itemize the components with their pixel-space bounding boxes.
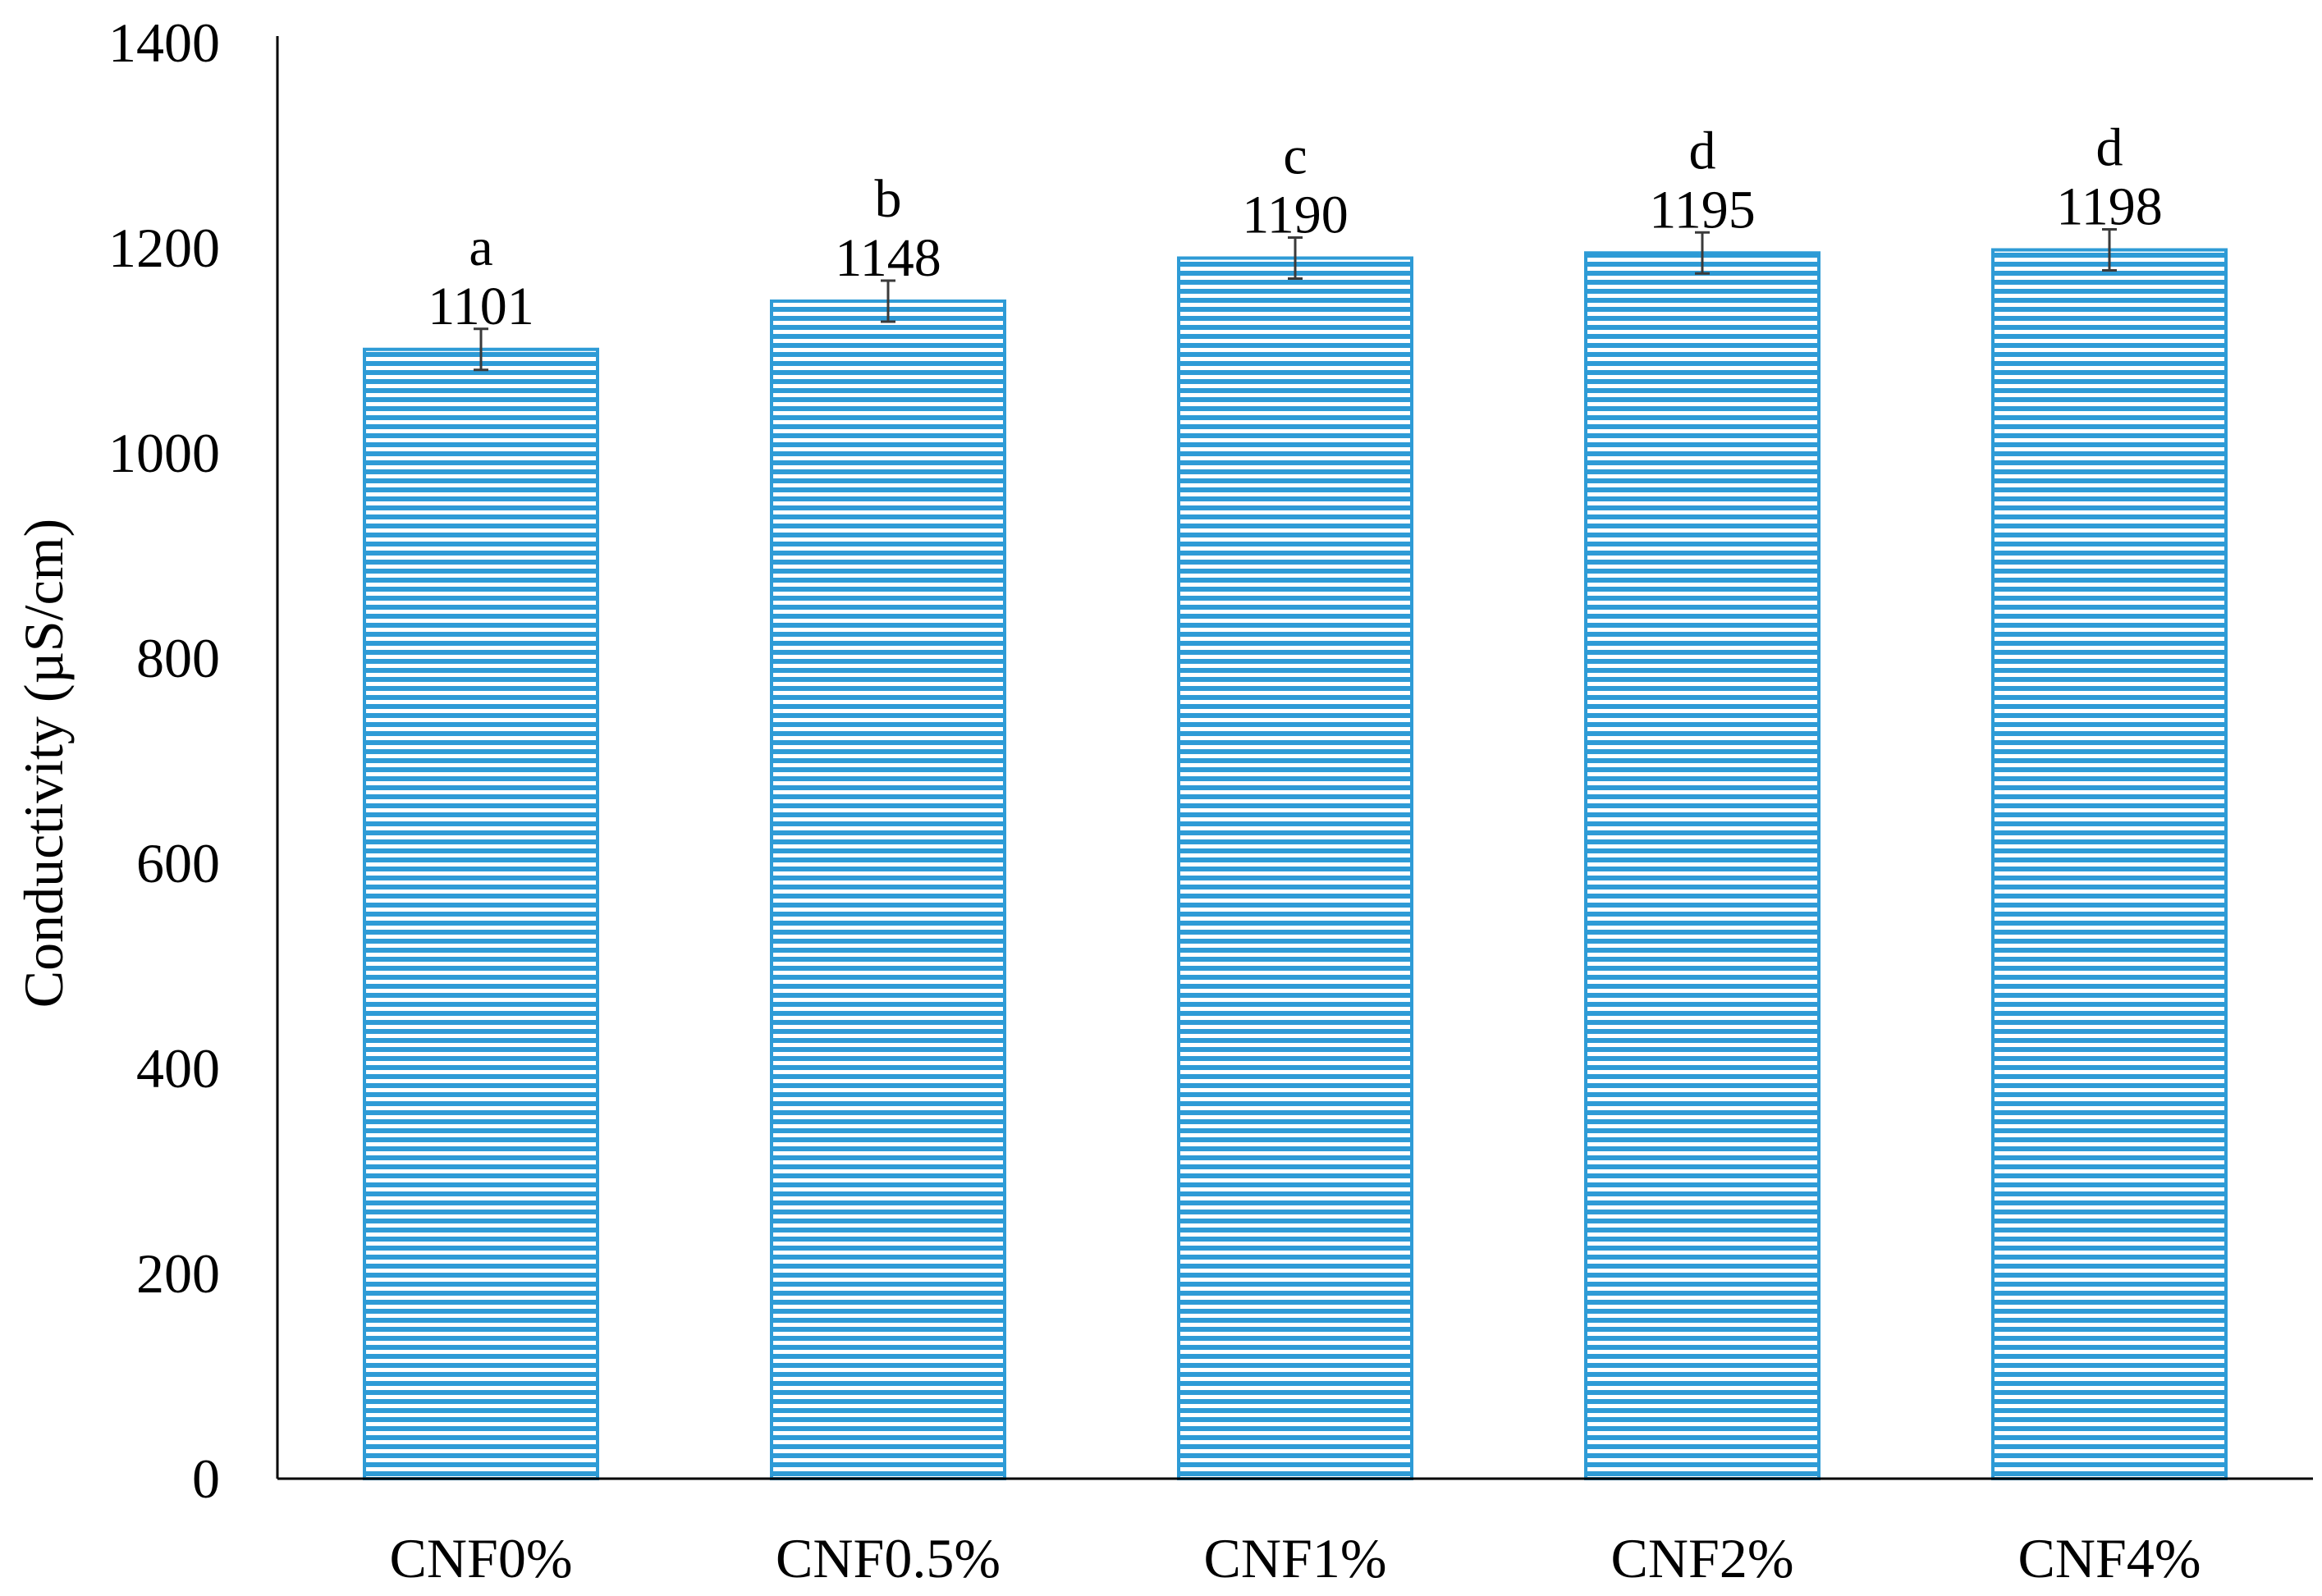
bar-cnf4- [1991,248,2228,1480]
bar-cnf1- [1177,256,1413,1480]
axes-group [276,36,2313,1480]
data-label: 1148 [835,228,941,288]
y-tick-label: 600 [136,832,220,894]
y-axis-title: Conductivity (µS/cm) [12,519,75,1008]
data-label: 1198 [2056,177,2163,237]
x-tick-label: CNF2% [1611,1527,1794,1589]
x-tick-label: CNF0.5% [776,1527,1001,1589]
bar-cnf2- [1584,251,1821,1480]
y-tick-label: 0 [192,1447,220,1510]
y-tick-label: 1200 [108,217,220,279]
x-tick-label: CNF0% [390,1527,573,1589]
significance-letter: a [469,217,492,277]
data-label: 1195 [1649,180,1756,240]
error-bars-group [474,228,2117,372]
y-tick-label: 1000 [108,422,220,484]
x-tick-label: CNF1% [1204,1527,1387,1589]
bars-group [363,248,2228,1480]
significance-letter: d [2096,118,2123,178]
y-tick-label: 800 [136,627,220,689]
significance-letter: b [875,169,902,229]
y-tick-label: 200 [136,1242,220,1305]
labels-group: 1101aCNF0%1148bCNF0.5%1190cCNF1%1195dCNF… [108,11,2201,1589]
significance-letter: d [1689,121,1716,181]
y-tick-label: 400 [136,1037,220,1100]
bar-cnf0- [363,347,599,1480]
data-label: 1190 [1242,185,1349,245]
significance-letter: c [1283,126,1307,186]
bar-cnf0-5- [770,300,1006,1480]
data-label: 1101 [428,277,534,336]
x-tick-label: CNF4% [2018,1527,2201,1589]
y-tick-label: 1400 [108,11,220,74]
